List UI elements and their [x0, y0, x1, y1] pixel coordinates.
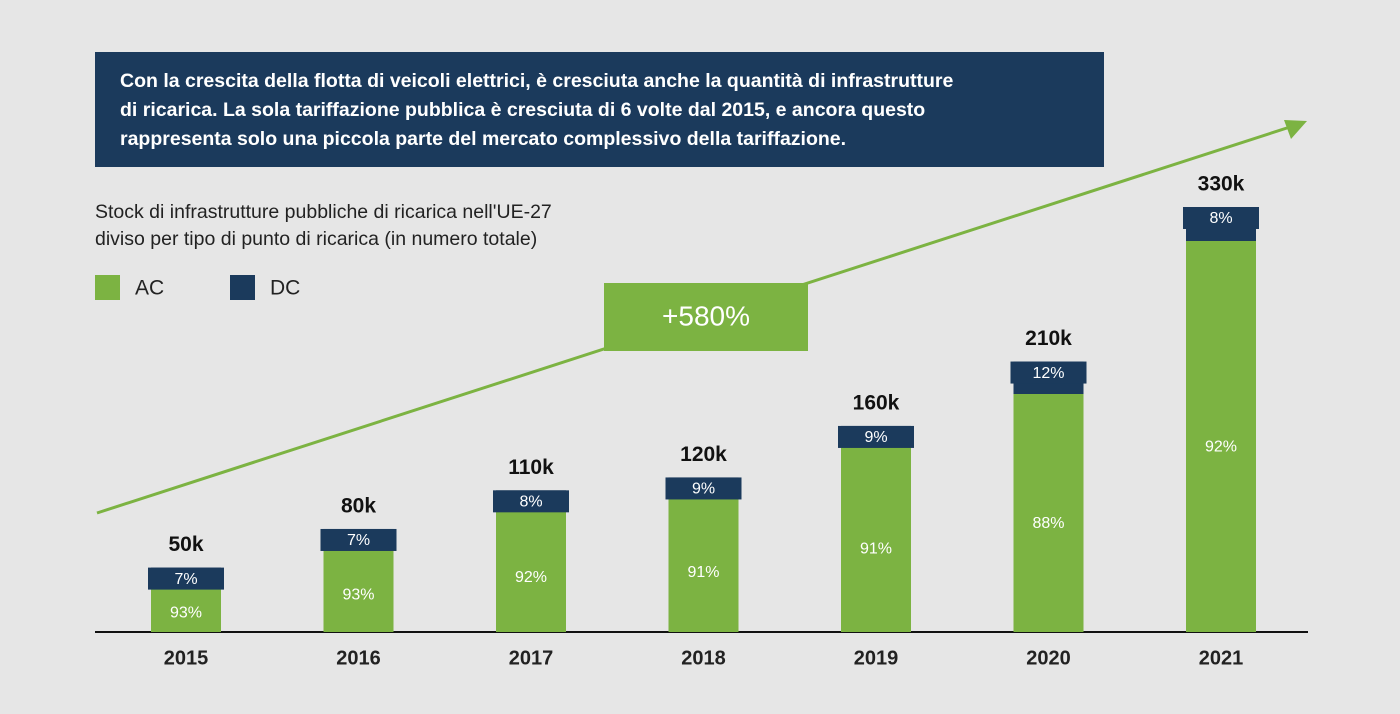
segment-label-box: [838, 425, 914, 448]
bar-segment: [668, 491, 739, 632]
segment-label: 91%: [860, 540, 892, 557]
bar-segment: [496, 501, 566, 632]
segment-label: 93%: [342, 586, 374, 603]
segment-label: 8%: [1209, 210, 1232, 227]
total-label: 80k: [341, 495, 376, 518]
bar-segment: [1186, 241, 1256, 632]
segment-label: 7%: [347, 532, 370, 549]
legend-label: DC: [270, 277, 300, 300]
segment-label-box: [320, 528, 397, 551]
legend-swatch: [230, 275, 255, 300]
header-box: [95, 52, 1104, 167]
segment-label: 8%: [519, 494, 542, 511]
total-label: 50k: [168, 533, 203, 556]
total-label: 160k: [853, 391, 900, 414]
x-tick-label: 2015: [164, 647, 209, 669]
legend-swatch: [95, 275, 120, 300]
segment-label: 92%: [515, 569, 547, 586]
segment-label-box: [1010, 361, 1087, 384]
segment-label: 88%: [1032, 515, 1064, 532]
segment-label: 91%: [687, 564, 719, 581]
x-tick-label: 2018: [681, 647, 726, 669]
x-tick-label: 2020: [1026, 647, 1071, 669]
bar-segment: [323, 536, 394, 632]
segment-label-box: [493, 490, 569, 513]
arrow-head: [1284, 120, 1307, 139]
description-line: Con la crescita della flotta di veicoli …: [120, 70, 953, 92]
total-label: 210k: [1025, 327, 1072, 350]
legend-label: AC: [135, 277, 164, 300]
segment-label-box: [665, 477, 742, 500]
segment-label: 9%: [864, 429, 887, 446]
chart-subtitle: diviso per tipo di punto di ricarica (in…: [95, 228, 537, 250]
segment-label: 12%: [1032, 365, 1064, 382]
x-tick-label: 2017: [509, 647, 554, 669]
segment-label-box: [148, 567, 224, 590]
segment-label: 93%: [170, 604, 202, 621]
description-line: rappresenta solo una piccola parte del m…: [120, 128, 846, 150]
bar-segment: [841, 444, 911, 632]
annotation-box: [604, 283, 808, 351]
description-line: di ricarica. La sola tariffazione pubbli…: [120, 99, 925, 121]
segment-label: 9%: [692, 481, 715, 498]
x-tick-label: 2019: [854, 647, 899, 669]
annotation: +580%: [662, 300, 750, 331]
chart-title: Stock di infrastrutture pubbliche di ric…: [95, 201, 552, 223]
bar-segment: [1013, 394, 1084, 632]
segment-label-box: [1183, 207, 1259, 229]
total-label: 330k: [1198, 173, 1245, 196]
total-label: 120k: [680, 443, 727, 466]
x-tick-label: 2021: [1199, 647, 1244, 669]
segment-label: 7%: [174, 571, 197, 588]
x-tick-label: 2016: [336, 647, 381, 669]
segment-label: 92%: [1205, 439, 1237, 456]
total-label: 110k: [508, 456, 554, 479]
